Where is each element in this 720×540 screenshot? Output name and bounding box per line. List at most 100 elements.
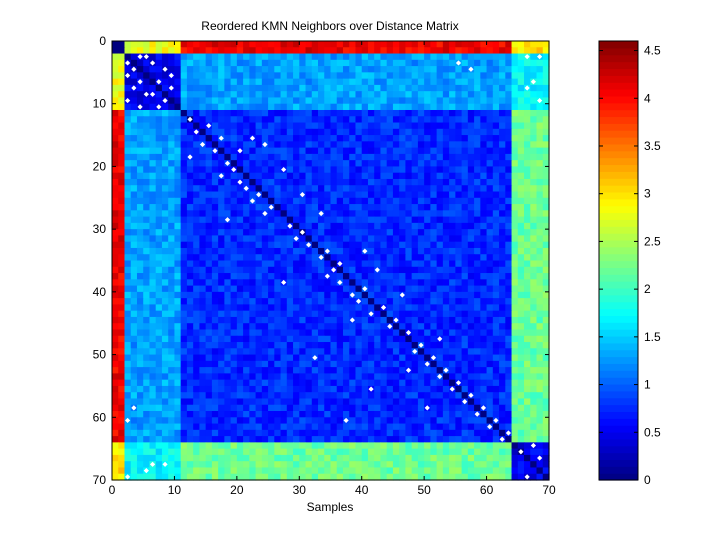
heatmap-cell <box>155 41 163 48</box>
heatmap-cell <box>268 197 275 205</box>
heatmap-cell <box>280 160 288 168</box>
heatmap-cell <box>355 448 363 456</box>
heatmap-cell <box>236 323 244 331</box>
heatmap-cell <box>405 473 413 481</box>
heatmap-cell <box>324 448 332 456</box>
heatmap-cell <box>455 41 463 48</box>
heatmap-cell <box>218 310 225 318</box>
heatmap-cell <box>143 185 151 193</box>
heatmap-cell <box>255 442 263 450</box>
heatmap-cell <box>299 316 307 324</box>
heatmap-cell <box>355 191 363 199</box>
heatmap-cell <box>205 191 213 199</box>
heatmap-cell <box>467 454 475 462</box>
heatmap-cell <box>218 354 225 362</box>
heatmap-cell <box>168 116 176 124</box>
heatmap-cell <box>524 135 531 142</box>
heatmap-cell <box>417 204 425 211</box>
heatmap-cell <box>268 298 275 305</box>
heatmap-cell <box>118 291 126 299</box>
heatmap-cell <box>386 392 394 400</box>
heatmap-cell <box>392 291 400 299</box>
heatmap-cell <box>211 348 219 356</box>
heatmap-cell <box>511 109 519 117</box>
heatmap-cell <box>361 128 369 136</box>
heatmap-cell <box>374 404 382 412</box>
heatmap-cell <box>199 298 207 305</box>
heatmap-cell <box>480 97 488 105</box>
heatmap-cell <box>386 41 394 48</box>
heatmap-cell <box>155 360 163 368</box>
heatmap-cell <box>112 291 119 299</box>
heatmap-cell <box>374 304 382 312</box>
heatmap-cell <box>174 216 182 224</box>
heatmap-cell <box>112 279 119 287</box>
heatmap-cell <box>349 135 357 142</box>
heatmap-cell <box>349 41 357 48</box>
heatmap-cell <box>424 116 431 124</box>
heatmap-cell <box>361 185 369 193</box>
heatmap-cell <box>361 310 369 318</box>
heatmap-cell <box>155 66 163 73</box>
heatmap-cell <box>230 229 238 237</box>
heatmap-cell <box>405 235 413 243</box>
heatmap-cell <box>424 247 431 255</box>
heatmap-cell <box>424 260 431 268</box>
heatmap-cell <box>112 97 119 105</box>
heatmap-cell <box>124 204 132 211</box>
heatmap-cell <box>330 53 338 61</box>
heatmap-cell <box>461 210 469 218</box>
heatmap-cell <box>218 191 225 199</box>
heatmap-cell <box>542 135 550 142</box>
heatmap-cell <box>330 291 338 299</box>
heatmap-cell <box>311 316 319 324</box>
heatmap-cell <box>205 66 213 73</box>
heatmap-cell <box>224 335 232 343</box>
heatmap-cell <box>542 273 550 280</box>
heatmap-cell <box>124 147 132 155</box>
heatmap-cell <box>492 216 500 224</box>
heatmap-cell <box>349 191 357 199</box>
heatmap-cell <box>280 392 288 400</box>
heatmap-cell <box>118 454 126 462</box>
heatmap-cell <box>255 291 263 299</box>
heatmap-cell <box>324 260 332 268</box>
heatmap-cell <box>112 329 119 337</box>
heatmap-cell <box>261 467 269 475</box>
heatmap-cell <box>186 241 194 249</box>
heatmap-cell <box>511 429 519 437</box>
heatmap-cell <box>236 392 244 400</box>
heatmap-cell <box>286 454 294 462</box>
heatmap-cell <box>442 473 450 481</box>
heatmap-cell <box>280 135 288 142</box>
heatmap-cell <box>186 367 194 374</box>
heatmap-cell <box>449 273 456 280</box>
heatmap-cell <box>417 298 425 305</box>
heatmap-cell <box>499 348 506 356</box>
heatmap-cell <box>355 216 363 224</box>
heatmap-cell <box>249 342 257 349</box>
heatmap-cell <box>311 160 319 168</box>
heatmap-cell <box>136 247 144 255</box>
neighbor-marker <box>156 79 162 85</box>
heatmap-cell <box>511 247 519 255</box>
heatmap-cell <box>230 379 238 387</box>
heatmap-cell <box>118 59 126 67</box>
heatmap-cell <box>124 379 132 387</box>
heatmap-cell <box>330 316 338 324</box>
heatmap-cell <box>130 310 138 318</box>
heatmap-cell <box>392 429 400 437</box>
heatmap-cell <box>542 404 550 412</box>
heatmap-cell <box>186 147 194 155</box>
heatmap-cell <box>161 141 169 149</box>
heatmap-cell <box>268 91 275 99</box>
heatmap-cell <box>136 229 144 237</box>
heatmap-cell <box>118 109 126 117</box>
heatmap-cell <box>249 266 257 274</box>
heatmap-cell <box>261 53 269 61</box>
heatmap-cell <box>411 216 419 224</box>
heatmap-cell <box>249 128 257 136</box>
heatmap-cell <box>174 141 182 149</box>
heatmap-cell <box>293 323 300 331</box>
heatmap-cell <box>417 229 425 237</box>
